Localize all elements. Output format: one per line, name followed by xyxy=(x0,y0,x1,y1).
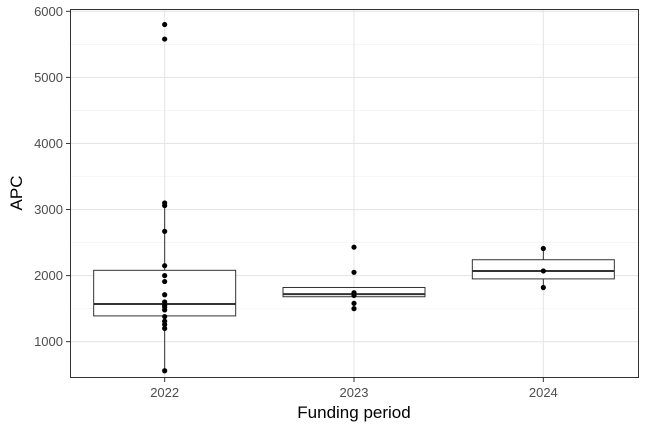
y-tick-label: 5000 xyxy=(34,70,63,85)
data-point xyxy=(351,300,357,306)
data-point xyxy=(540,284,546,291)
y-tick-label: 4000 xyxy=(34,136,63,151)
axes: 1000 2000 3000 4000 5000 6000 2022 2023 2024 xyxy=(34,4,558,400)
y-tick-label: 2000 xyxy=(34,268,63,283)
data-point xyxy=(351,306,357,312)
data-point xyxy=(162,21,168,28)
data-point xyxy=(162,228,168,234)
panel-border xyxy=(70,9,639,378)
data-point xyxy=(162,36,168,42)
x-tick-label: 2022 xyxy=(150,385,179,400)
data-point xyxy=(162,313,168,320)
y-tick-label: 3000 xyxy=(34,202,63,217)
data-point xyxy=(351,269,357,275)
data-point xyxy=(351,244,357,250)
x-axis-title: Funding period xyxy=(297,403,410,422)
data-point xyxy=(162,263,168,269)
data-point xyxy=(162,325,168,332)
data-point xyxy=(540,268,546,274)
data-point xyxy=(162,202,168,209)
data-point xyxy=(162,321,168,328)
data-point xyxy=(162,292,168,298)
y-tick-label: 1000 xyxy=(34,334,63,349)
y-tick-label: 6000 xyxy=(34,4,63,19)
x-tick-label: 2024 xyxy=(529,385,558,400)
data-point xyxy=(162,272,168,279)
y-axis-title: APC xyxy=(7,176,26,211)
data-point xyxy=(162,307,168,313)
x-tick-label: 2023 xyxy=(340,385,369,400)
data-point xyxy=(351,292,357,299)
data-point xyxy=(162,278,168,285)
data-points xyxy=(162,21,546,374)
data-point xyxy=(162,368,168,374)
data-point xyxy=(540,245,546,252)
